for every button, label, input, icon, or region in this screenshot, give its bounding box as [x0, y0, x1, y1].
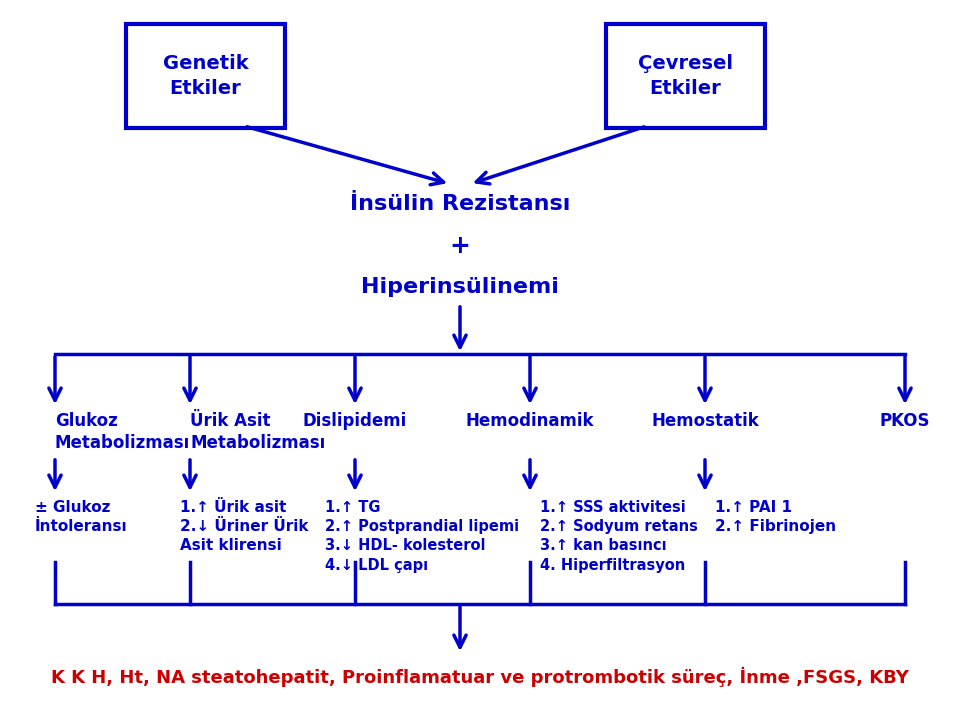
Text: 1.↑ SSS aktivitesi
2.↑ Sodyum retans
3.↑ kan basıncı
4. Hiperfiltrasyon: 1.↑ SSS aktivitesi 2.↑ Sodyum retans 3.↑… [540, 500, 698, 573]
Text: Çevresel
Etkiler: Çevresel Etkiler [638, 54, 733, 98]
Text: K K H, Ht, NA steatohepatit, Proinflamatuar ve protrombotik süreç, İnme ,FSGS, K: K K H, Ht, NA steatohepatit, Proinflamat… [51, 667, 909, 687]
Text: ± Glukoz
İntoleransı: ± Glukoz İntoleransı [35, 500, 128, 534]
Text: Ürik Asit
Metabolizması: Ürik Asit Metabolizması [190, 412, 325, 452]
Text: 1.↑ PAI 1
2.↑ Fibrinojen: 1.↑ PAI 1 2.↑ Fibrinojen [715, 500, 836, 534]
Text: Glukoz
Metabolizması: Glukoz Metabolizması [55, 412, 190, 452]
FancyBboxPatch shape [126, 24, 285, 128]
FancyBboxPatch shape [606, 24, 765, 128]
Text: 1.↑ TG
2.↑ Postprandial lipemi
3.↓ HDL- kolesterol
4.↓ LDL çapı: 1.↑ TG 2.↑ Postprandial lipemi 3.↓ HDL- … [325, 500, 519, 573]
Text: Hiperinsülinemi: Hiperinsülinemi [361, 277, 559, 297]
Text: Hemodinamik: Hemodinamik [466, 412, 594, 430]
Text: PKOS: PKOS [879, 412, 930, 430]
Text: İnsülin Rezistansı: İnsülin Rezistansı [349, 194, 570, 214]
Text: +: + [449, 234, 470, 258]
Text: Dislipidemi: Dislipidemi [302, 412, 407, 430]
Text: Genetik
Etkiler: Genetik Etkiler [162, 54, 249, 98]
Text: 1.↑ Ürik asit
2.↓ Üriner Ürik
Asit klirensi: 1.↑ Ürik asit 2.↓ Üriner Ürik Asit klire… [180, 500, 308, 553]
Text: Hemostatik: Hemostatik [651, 412, 758, 430]
